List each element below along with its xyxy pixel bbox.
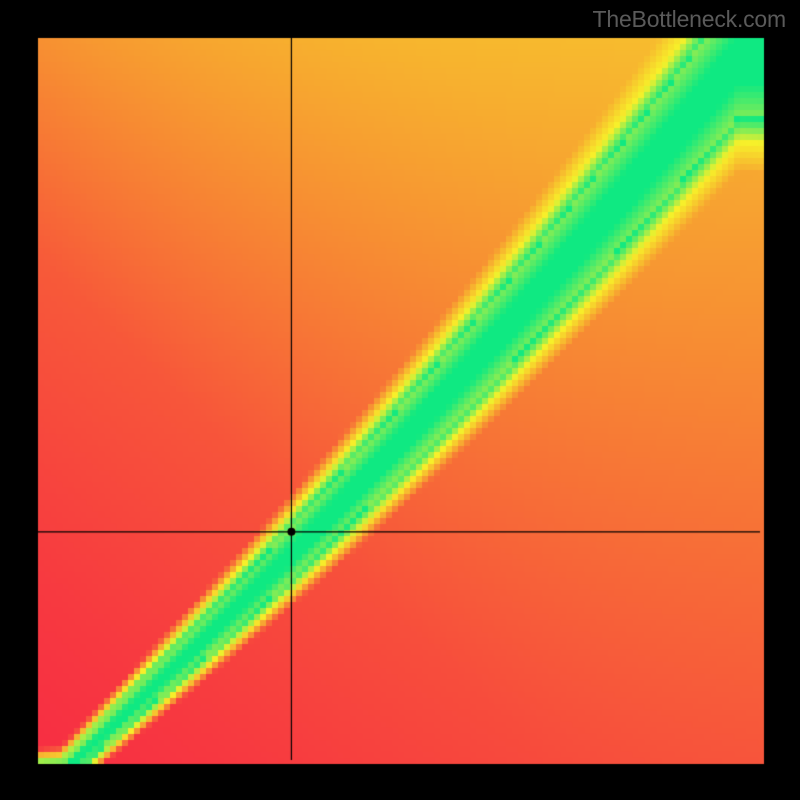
heatmap-canvas <box>0 0 800 800</box>
chart-container: TheBottleneck.com <box>0 0 800 800</box>
site-watermark: TheBottleneck.com <box>593 6 786 33</box>
